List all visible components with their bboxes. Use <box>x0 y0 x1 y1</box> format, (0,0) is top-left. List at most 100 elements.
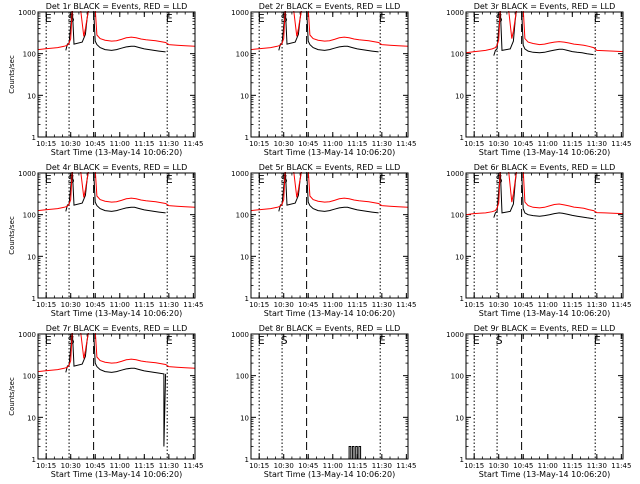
x-axis-label: Start Time (13-May-14 10:06:20) <box>479 309 610 318</box>
marker-label: E <box>166 12 173 25</box>
y-tick-label: 1000 <box>231 9 249 17</box>
series-lld-line <box>38 11 195 51</box>
y-tick-label: 10 <box>240 414 249 422</box>
x-tick-label: 11:45 <box>183 140 203 148</box>
y-tick-label: 1000 <box>18 331 36 339</box>
marker-label: E <box>594 12 601 25</box>
y-tick-label: 1 <box>245 134 249 142</box>
y-tick-label: 1 <box>460 134 464 142</box>
marker-label: E <box>166 334 173 347</box>
y-tick-label: 10 <box>455 92 464 100</box>
panel-title: Det 5r BLACK = Events, RED = LLD <box>259 163 401 172</box>
y-tick-label: 10 <box>27 414 36 422</box>
x-tick-label: 10:30 <box>274 301 294 309</box>
y-tick-label: 10 <box>240 92 249 100</box>
x-tick-label: 11:00 <box>538 301 558 309</box>
y-tick-label: 100 <box>451 373 464 381</box>
x-tick-label: 11:45 <box>611 140 631 148</box>
series-events-line <box>493 11 594 56</box>
plot-frame <box>250 11 409 138</box>
y-axis-label: Counts/sec <box>8 55 16 94</box>
x-tick-label: 10:15 <box>464 140 484 148</box>
x-tick-label: 11:30 <box>587 140 607 148</box>
x-tick-label: 11:15 <box>134 301 154 309</box>
y-tick-label: 100 <box>23 373 36 381</box>
x-tick-label: 10:45 <box>298 301 318 309</box>
plot-frame <box>37 172 196 299</box>
panel-det-1: Det 1r BLACK = Events, RED = LLD 1 10 100 10… <box>8 2 203 157</box>
x-tick-label: 11:30 <box>159 140 179 148</box>
x-tick-label: 11:00 <box>110 462 130 470</box>
x-tick-label: 11:15 <box>347 140 367 148</box>
marker-label: E <box>166 173 173 186</box>
marker-label: E <box>45 173 52 186</box>
x-axis-label: Start Time (13-May-14 10:06:20) <box>264 309 395 318</box>
y-tick-label: 1000 <box>446 9 464 17</box>
y-tick-label: 10 <box>27 92 36 100</box>
plot-frame <box>37 333 196 460</box>
y-tick-label: 1000 <box>231 331 249 339</box>
y-tick-label: 1 <box>245 456 249 464</box>
x-tick-label: 10:15 <box>249 301 269 309</box>
marker-label: E <box>258 12 265 25</box>
x-tick-label: 11:15 <box>134 462 154 470</box>
y-tick-label: 1000 <box>231 170 249 178</box>
x-tick-label: 10:30 <box>274 140 294 148</box>
y-axis-label: Counts/sec <box>8 216 16 255</box>
panel-title: Det 6r BLACK = Events, RED = LLD <box>474 163 616 172</box>
x-tick-label: 11:15 <box>347 462 367 470</box>
series-lld-line <box>466 172 623 216</box>
x-tick-label: 10:30 <box>489 301 509 309</box>
x-tick-label: 11:15 <box>562 301 582 309</box>
x-tick-label: 11:45 <box>183 301 203 309</box>
panel-title: Det 4r BLACK = Events, RED = LLD <box>46 163 188 172</box>
panel-det-4: Det 4r BLACK = Events, RED = LLD 1 10 100 10… <box>8 163 203 318</box>
panel-title: Det 9r BLACK = Events, RED = LLD <box>474 324 616 333</box>
series-events-line <box>278 11 379 53</box>
x-tick-label: 10:30 <box>274 462 294 470</box>
x-tick-label: 11:00 <box>323 140 343 148</box>
marker-label: E <box>258 334 265 347</box>
x-axis-label: Start Time (13-May-14 10:06:20) <box>51 309 182 318</box>
y-tick-label: 1000 <box>446 170 464 178</box>
x-tick-label: 10:30 <box>489 140 509 148</box>
marker-label: S <box>496 334 503 347</box>
x-tick-label: 10:45 <box>85 462 105 470</box>
x-tick-label: 11:30 <box>372 140 392 148</box>
x-tick-label: 11:45 <box>396 301 416 309</box>
x-axis-label: Start Time (13-May-14 10:06:20) <box>264 470 395 479</box>
y-axis-label: Counts/sec <box>8 377 16 416</box>
plot-frame <box>465 11 624 138</box>
x-tick-label: 11:15 <box>562 462 582 470</box>
y-tick-label: 100 <box>23 212 36 220</box>
y-tick-label: 10 <box>455 253 464 261</box>
marker-label: E <box>45 12 52 25</box>
panel-det-5: Det 5r BLACK = Events, RED = LLD 1 10 100 10… <box>231 163 416 318</box>
x-tick-label: 11:30 <box>159 301 179 309</box>
x-tick-label: 11:15 <box>562 140 582 148</box>
y-tick-label: 1000 <box>446 331 464 339</box>
y-tick-label: 100 <box>23 51 36 59</box>
panel-title: Det 2r BLACK = Events, RED = LLD <box>259 2 401 11</box>
panel-det-3: Det 3r BLACK = Events, RED = LLD 1 10 100 10… <box>446 2 631 157</box>
series-events-line <box>65 11 166 53</box>
x-tick-label: 11:45 <box>396 462 416 470</box>
x-tick-label: 10:45 <box>298 462 318 470</box>
marker-label: E <box>379 173 386 186</box>
x-tick-label: 10:45 <box>513 301 533 309</box>
y-tick-label: 10 <box>455 414 464 422</box>
panel-title: Det 8r BLACK = Events, RED = LLD <box>259 324 401 333</box>
x-tick-label: 10:30 <box>61 140 81 148</box>
marker-label: E <box>379 334 386 347</box>
plot-frame <box>37 11 196 138</box>
y-tick-label: 100 <box>236 373 249 381</box>
x-tick-label: 10:15 <box>249 140 269 148</box>
x-tick-label: 11:00 <box>323 462 343 470</box>
x-tick-label: 10:15 <box>36 301 56 309</box>
y-tick-label: 1 <box>460 295 464 303</box>
y-tick-label: 1000 <box>18 9 36 17</box>
panel-title: Det 7r BLACK = Events, RED = LLD <box>46 324 188 333</box>
x-tick-label: 11:45 <box>611 462 631 470</box>
x-tick-label: 11:30 <box>587 301 607 309</box>
